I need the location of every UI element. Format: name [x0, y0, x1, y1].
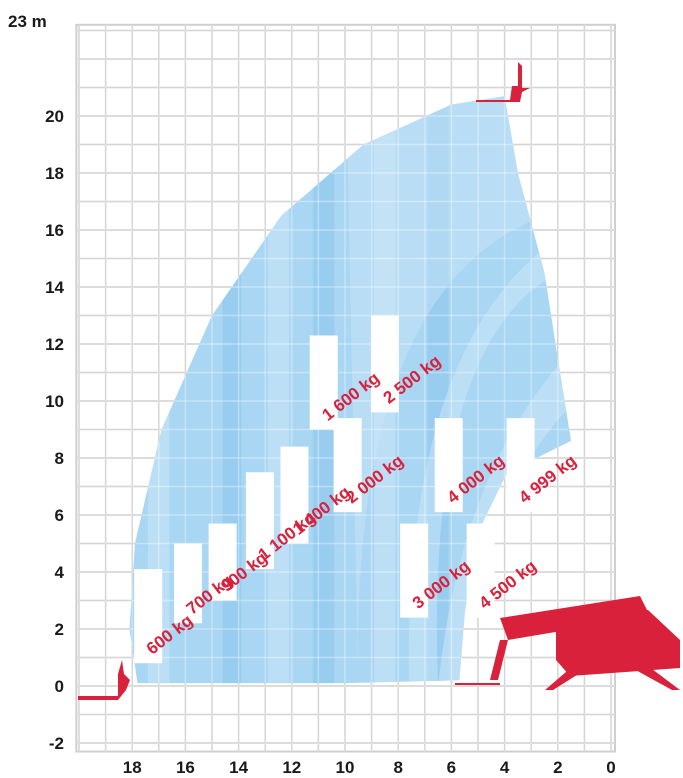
y-unit-label: 23 m	[8, 12, 47, 31]
y-tick-label: 14	[45, 278, 64, 297]
load-label-boxes	[134, 315, 535, 664]
y-tick-label: 12	[45, 335, 64, 354]
x-tick-labels: 18 16 14 12 10 8 6 4 2 0	[123, 758, 616, 777]
x-tick-label: 16	[176, 758, 195, 777]
x-tick-label: 4	[500, 758, 510, 777]
load-box	[506, 418, 535, 513]
x-tick-label: 18	[123, 758, 142, 777]
y-tick-label: 2	[55, 620, 64, 639]
y-tick-label: 18	[45, 164, 64, 183]
load-box	[400, 523, 429, 618]
x-tick-label: 2	[553, 758, 562, 777]
x-tick-label: 14	[229, 758, 248, 777]
load-box	[370, 315, 399, 413]
telehandler-icon	[78, 62, 680, 700]
y-tick-label: 10	[45, 392, 64, 411]
y-tick-label: 16	[45, 221, 64, 240]
x-tick-label: 10	[336, 758, 355, 777]
y-tick-label: 8	[55, 449, 64, 468]
load-box	[333, 418, 362, 513]
x-tick-label: 12	[282, 758, 301, 777]
chart-grid-overlay	[76, 24, 615, 752]
x-tick-label: 8	[393, 758, 402, 777]
y-tick-label: 0	[55, 677, 64, 696]
y-tick-label: 4	[55, 563, 65, 582]
y-tick-label: 20	[45, 107, 64, 126]
load-box	[280, 446, 309, 544]
x-tick-label: 6	[447, 758, 456, 777]
load-box	[309, 335, 338, 430]
x-tick-label: 0	[606, 758, 615, 777]
load-box	[466, 523, 495, 618]
load-box	[434, 418, 463, 513]
load-box	[174, 543, 203, 624]
load-box	[208, 523, 237, 601]
y-tick-label: -2	[49, 734, 64, 753]
chart-frame	[75, 23, 616, 753]
load-box	[134, 569, 163, 664]
load-box	[245, 472, 274, 570]
y-tick-label: 6	[55, 506, 64, 525]
